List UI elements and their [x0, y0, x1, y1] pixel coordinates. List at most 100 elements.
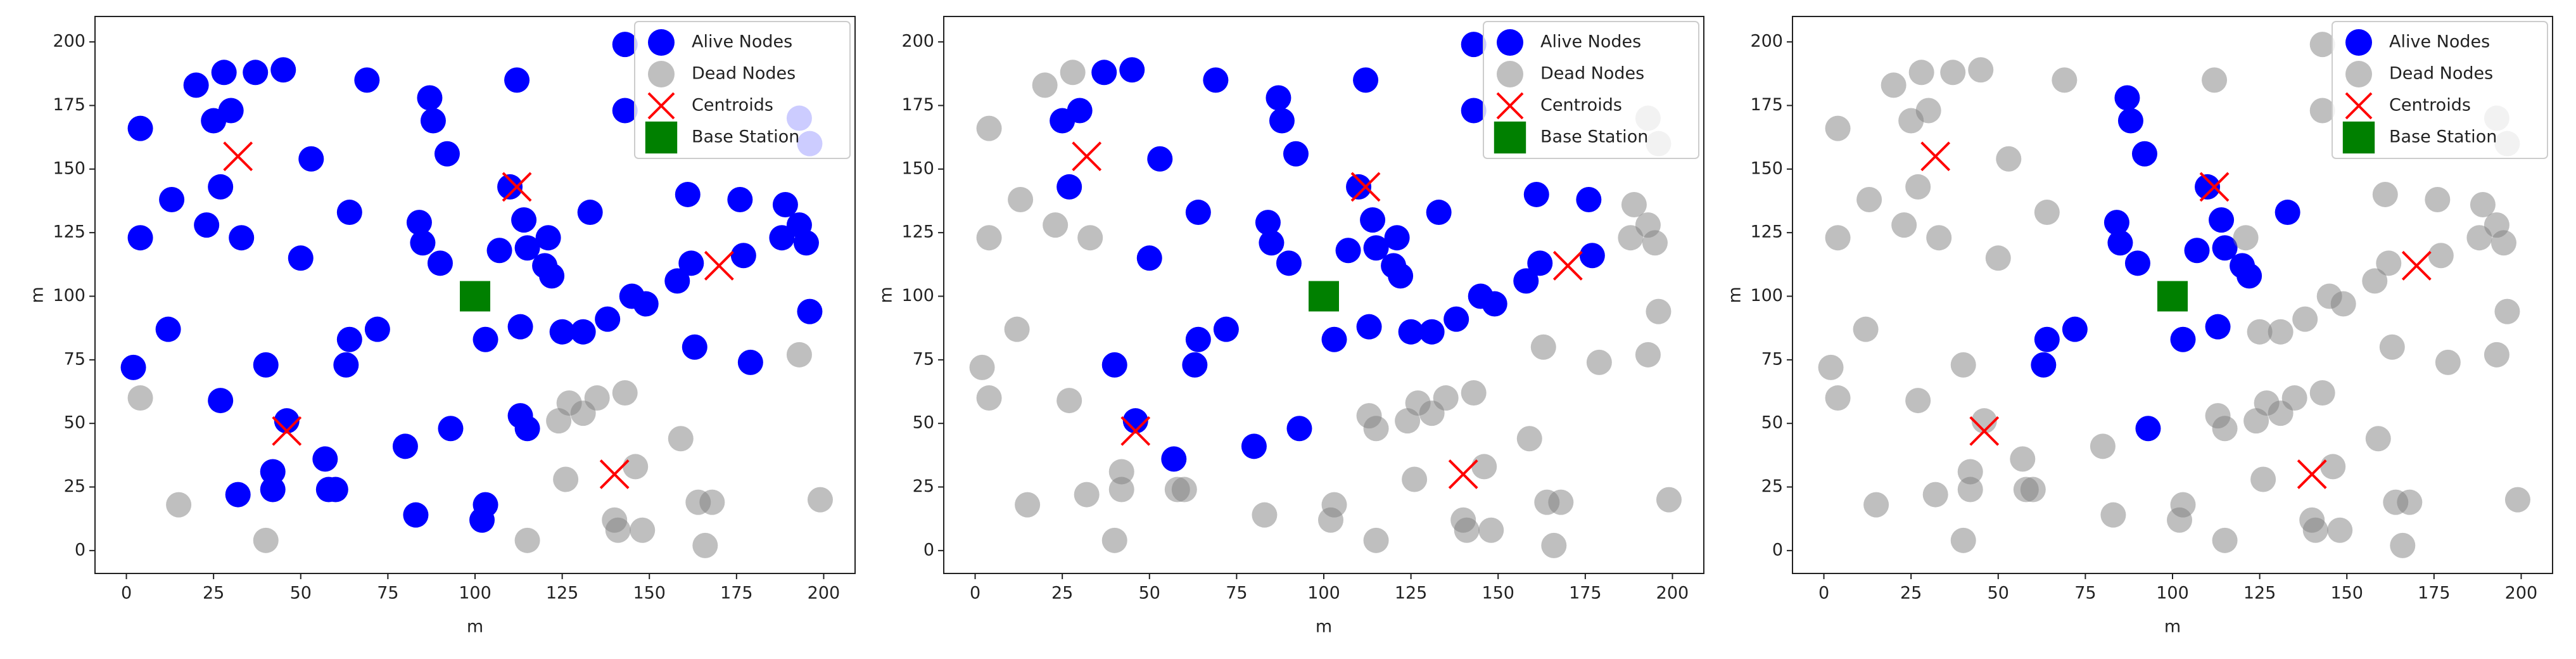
x-tick-label: 150 [633, 584, 666, 603]
node-marker [333, 352, 359, 378]
node-marker [535, 225, 561, 251]
x-tick-label: 125 [1395, 584, 1428, 603]
node-marker [1185, 326, 1211, 352]
node-marker [1461, 380, 1487, 406]
x-axis-label: m [467, 617, 483, 637]
x-tick-label: 25 [203, 584, 224, 603]
node-marker [1635, 342, 1661, 368]
x-tick-label: 50 [290, 584, 312, 603]
x-tick-label: 125 [546, 584, 579, 603]
node-marker [2052, 67, 2078, 93]
y-axis-label: m [1725, 286, 1745, 303]
node-marker [1241, 433, 1267, 459]
node-marker [1516, 426, 1542, 452]
node-marker [1618, 225, 1644, 251]
x-tick-label: 100 [459, 584, 492, 603]
node-marker [159, 186, 185, 212]
node-marker [1971, 408, 1997, 434]
node-marker [514, 416, 540, 442]
axes-frame [1792, 16, 2553, 574]
legend-marker [2345, 61, 2372, 87]
node-marker [1969, 416, 2000, 446]
node-marker [2135, 416, 2161, 442]
node-marker [1915, 98, 1941, 124]
y-axis-label: m [28, 286, 48, 303]
node-marker [1171, 477, 1197, 502]
x-tick-label: 125 [2243, 584, 2276, 603]
node-marker [2390, 532, 2416, 558]
y-tick-label: 0 [1772, 540, 1783, 560]
legend-label: Dead Nodes [1540, 64, 1644, 84]
node-marker [730, 243, 756, 269]
node-marker [1856, 186, 1882, 212]
node-marker [2034, 200, 2060, 226]
legend: Alive Nodes Dead Nodes Centroids Base Stati… [634, 21, 851, 159]
node-marker [417, 85, 443, 111]
y-tick-label: 25 [913, 477, 934, 496]
y-tick-label: 75 [913, 349, 934, 369]
node-marker [1060, 60, 1086, 86]
node-marker [1586, 349, 1612, 375]
node-marker [1363, 235, 1389, 261]
y-tick-label: 50 [1761, 413, 1783, 433]
node-marker [511, 207, 537, 233]
node-marker [2062, 316, 2088, 342]
node-marker [2212, 527, 2238, 553]
node-marker [2195, 174, 2221, 200]
node-marker [2124, 250, 2150, 276]
node-marker [704, 250, 734, 281]
node-marker [786, 342, 812, 368]
node-marker [1950, 352, 1976, 378]
node-marker [1335, 238, 1361, 264]
node-marker [260, 459, 286, 485]
node-marker [2212, 235, 2238, 261]
node-marker [976, 385, 1002, 411]
node-marker [2365, 426, 2391, 452]
x-tick-label: 200 [808, 584, 841, 603]
node-marker [772, 192, 798, 218]
node-marker [584, 385, 610, 411]
y-tick-label: 175 [1750, 95, 1783, 115]
node-marker [1108, 459, 1134, 485]
node-marker [1360, 207, 1386, 233]
node-marker [274, 408, 300, 434]
node-marker [312, 446, 338, 472]
node-marker [434, 141, 460, 167]
node-marker [514, 235, 540, 261]
node-marker [2202, 67, 2228, 93]
node-marker [1255, 210, 1281, 236]
node-marker [727, 186, 753, 212]
node-marker [2170, 492, 2196, 518]
node-marker [1552, 250, 1583, 281]
node-marker [595, 306, 621, 332]
y-tick-label: 0 [75, 540, 86, 560]
node-marker [1461, 32, 1487, 58]
legend-label: Centroids [1540, 96, 1622, 115]
y-tick-label: 200 [901, 32, 934, 51]
node-marker [612, 380, 638, 406]
legend-marker [647, 92, 675, 120]
y-tick-label: 50 [64, 413, 86, 433]
legend-marker [648, 61, 675, 87]
node-marker [1426, 200, 1452, 226]
node-marker [1905, 388, 1931, 414]
node-marker [630, 517, 656, 543]
x-tick-label: 50 [1988, 584, 2009, 603]
node-marker [223, 141, 253, 172]
plot-area [969, 32, 1682, 558]
node-marker [486, 238, 512, 264]
node-marker [682, 334, 707, 360]
node-marker [1621, 192, 1647, 218]
node-marker [427, 250, 453, 276]
legend-marker [645, 121, 678, 154]
node-marker [392, 433, 418, 459]
node-marker [2233, 225, 2259, 251]
y-tick-label: 125 [53, 222, 86, 242]
node-marker [2131, 141, 2157, 167]
node-marker [2117, 108, 2143, 134]
node-marker [1363, 416, 1389, 442]
y-tick-label: 150 [901, 158, 934, 178]
node-marker [1471, 454, 1497, 480]
node-marker [1922, 482, 1948, 508]
node-marker [1863, 492, 1889, 518]
